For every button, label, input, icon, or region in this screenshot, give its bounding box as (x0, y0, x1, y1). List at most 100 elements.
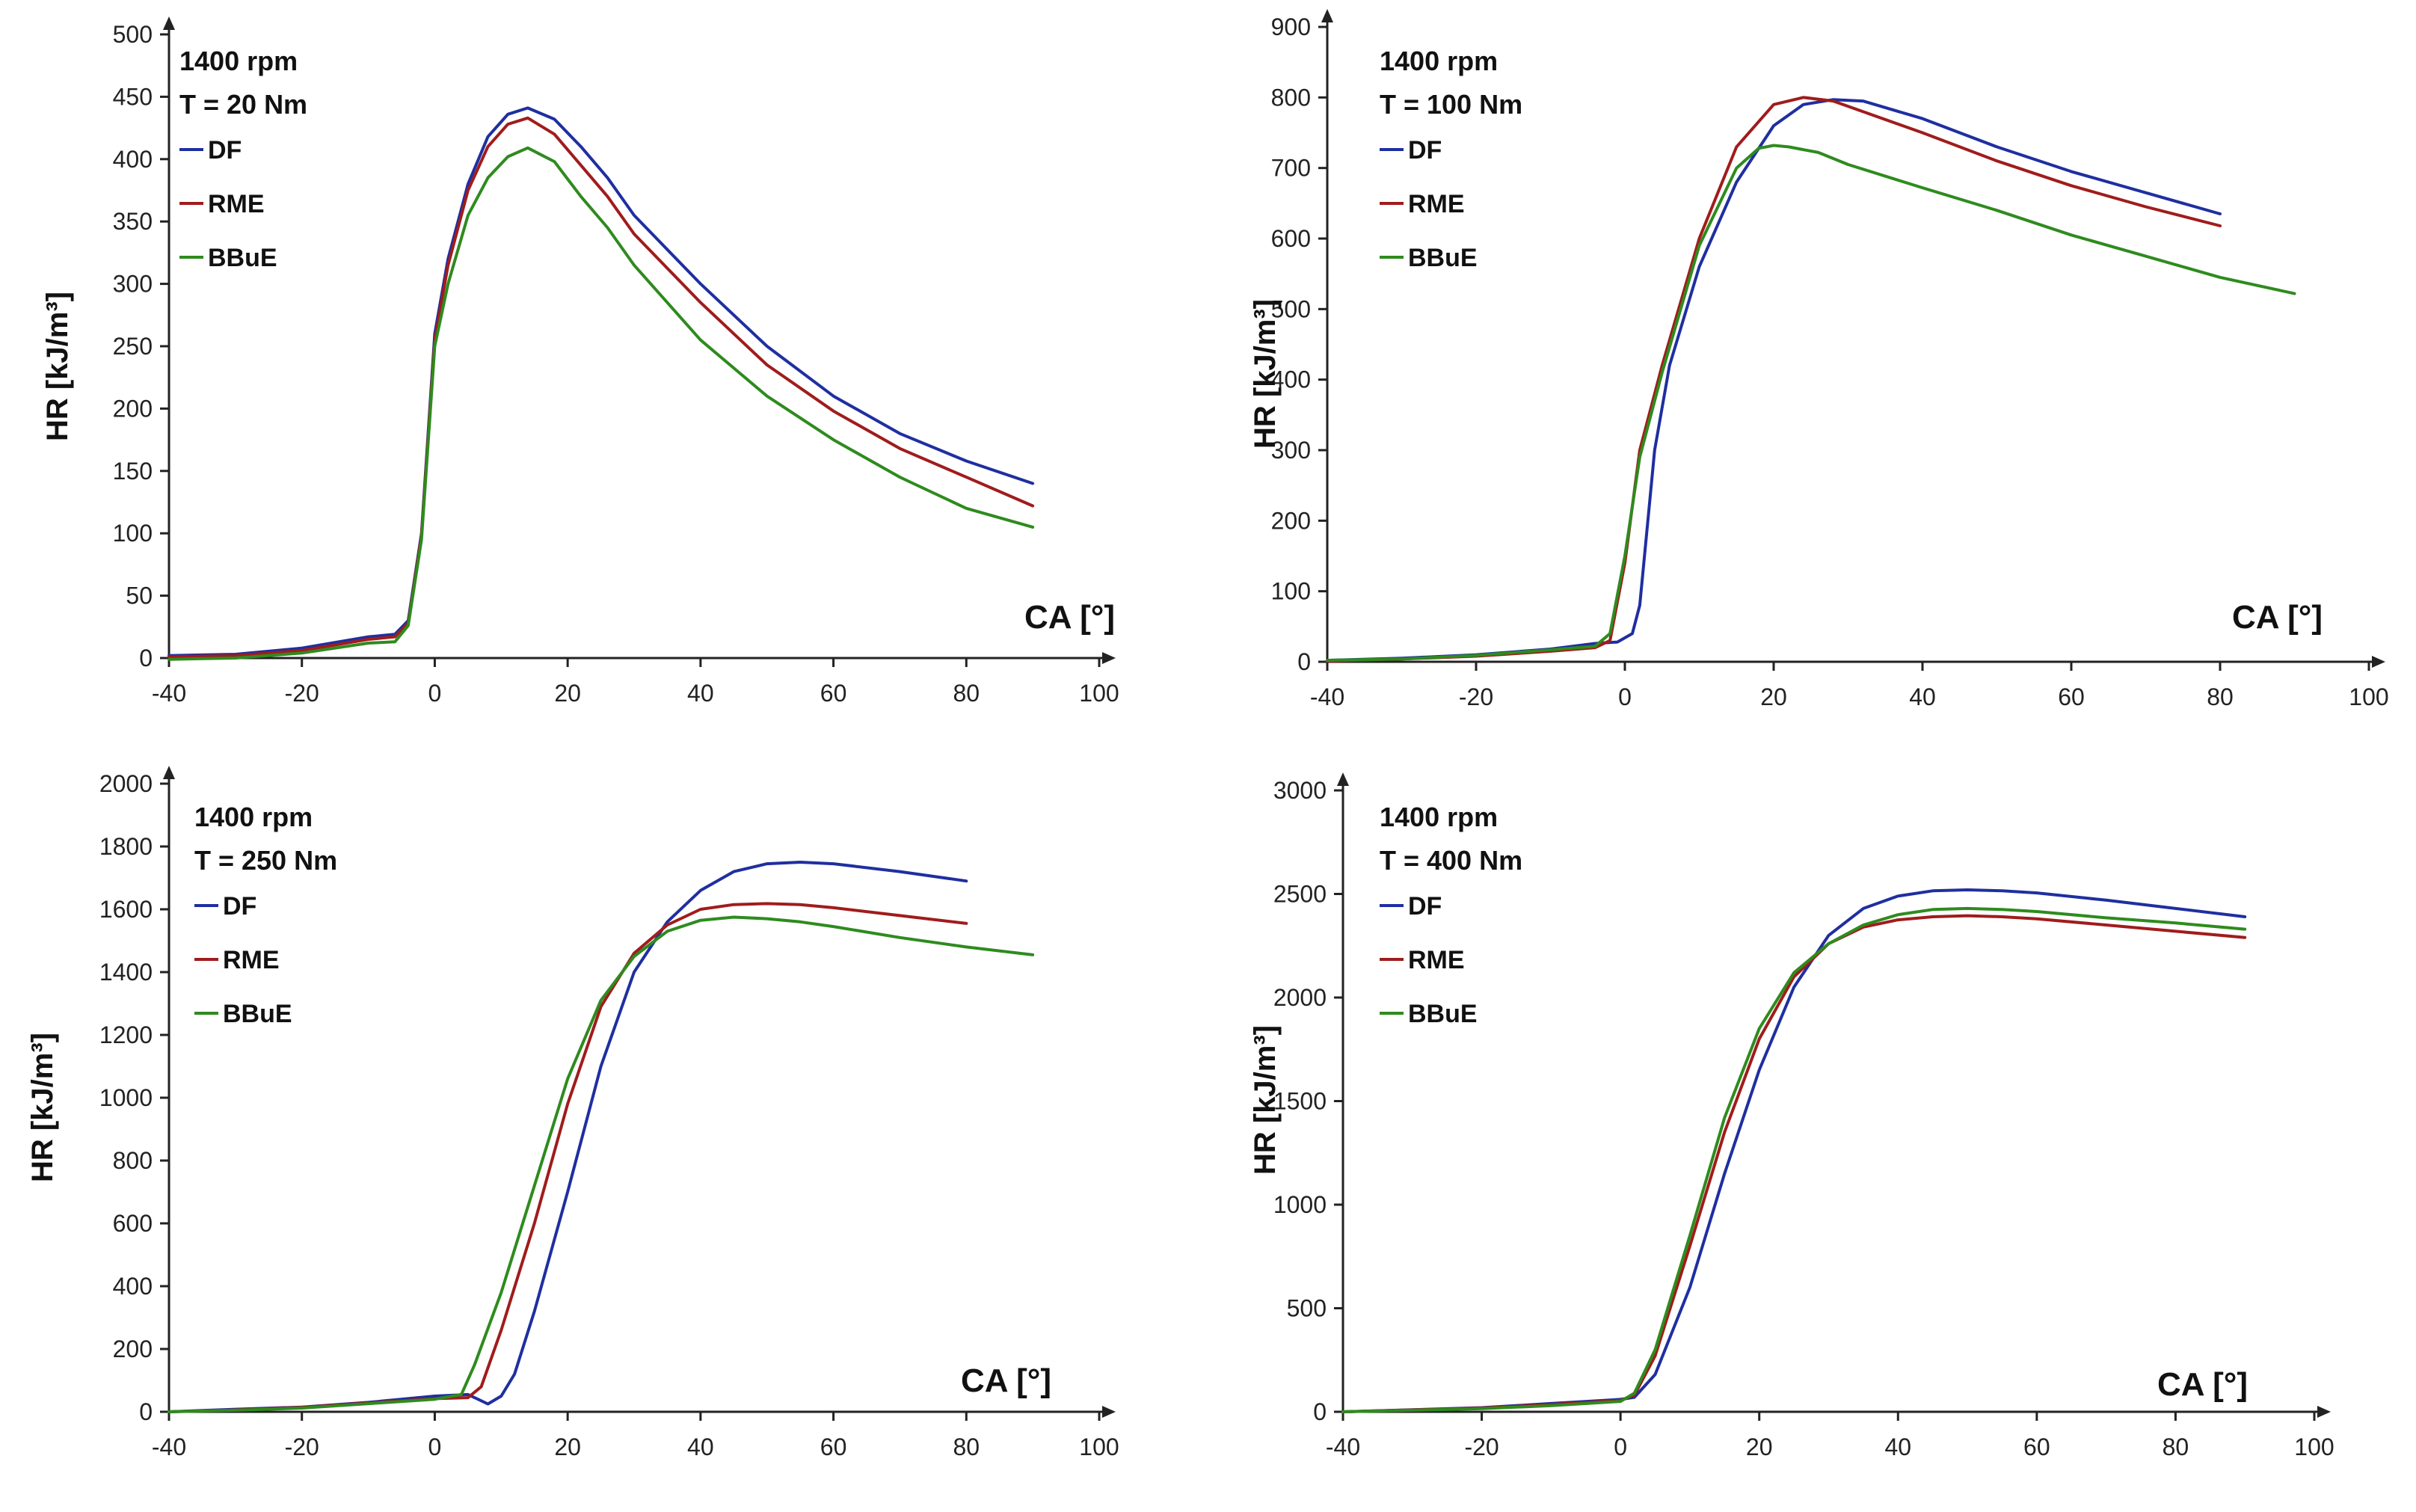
series-line-bbue (167, 915, 1035, 1413)
x-tick-label: 80 (953, 1433, 980, 1460)
x-tick-label: -20 (1464, 1433, 1499, 1460)
series-line-df (1326, 98, 2222, 663)
legend-label-rme: RME (208, 190, 265, 218)
y-tick-label: 500 (1287, 1295, 1327, 1322)
x-tick-label: 60 (2023, 1433, 2050, 1460)
x-axis-arrow (1102, 1406, 1116, 1418)
y-tick-label: 3000 (1273, 777, 1327, 804)
speed-annotation: 1400 rpm (1380, 46, 1498, 76)
y-tick-label: 0 (1297, 648, 1311, 675)
y-tick-label: 200 (1271, 507, 1311, 534)
x-axis-arrow (1102, 652, 1116, 664)
x-tick-label: 40 (687, 1433, 714, 1460)
y-tick-label: 200 (113, 1336, 153, 1362)
x-tick-label: 20 (554, 1433, 581, 1460)
y-tick-label: 2000 (1273, 984, 1327, 1011)
torque-annotation: T = 250 Nm (194, 845, 337, 876)
x-tick-label: 0 (1614, 1433, 1627, 1460)
y-tick-label: 250 (113, 333, 153, 360)
chart-panel-top-left: -40 -20 0 20 40 60 80 100 0 50 100 150 200 250 300 350 4… (0, 0, 1208, 756)
y-tick-label: 2500 (1273, 881, 1327, 908)
y-tick-label: 700 (1271, 155, 1311, 182)
y-tick-label: 1000 (99, 1084, 153, 1111)
legend-label-rme: RME (1408, 190, 1465, 218)
x-tick-label: -40 (1326, 1433, 1360, 1460)
chart-svg: -40 -20 0 20 40 60 80 100 0 50 100 150 200 250 300 350 4… (41, 16, 1119, 707)
x-tick-label: -20 (1459, 683, 1493, 710)
y-tick-label: 1800 (99, 833, 153, 860)
x-tick-label: 40 (687, 680, 714, 707)
legend-label-bbue: BBuE (223, 1000, 292, 1028)
legend-label-df: DF (1408, 136, 1442, 165)
x-tick-label: 80 (2207, 683, 2234, 710)
series-line-rme (167, 902, 968, 1413)
series-line-rme (167, 116, 1035, 659)
x-axis-label: CA [°] (1024, 599, 1115, 636)
x-tick-label: 20 (1746, 1433, 1773, 1460)
x-tick-label: 0 (428, 1433, 442, 1460)
x-tick-label: 100 (1079, 680, 1119, 707)
y-axis-arrow (1337, 772, 1349, 786)
legend-label-df: DF (1408, 892, 1442, 921)
x-tick-label: 40 (1909, 683, 1936, 710)
legend-label-bbue: BBuE (208, 244, 277, 272)
legend-label-df: DF (208, 136, 242, 165)
y-tick-label: 300 (1271, 437, 1311, 464)
series-line-bbue (1326, 144, 2296, 663)
series-line-rme (1326, 96, 2222, 663)
y-axis-arrow (1321, 9, 1333, 22)
x-axis-label: CA [°] (2232, 599, 2323, 636)
torque-annotation: T = 400 Nm (1380, 845, 1522, 876)
x-tick-label: -40 (152, 680, 186, 707)
y-tick-label: 900 (1271, 13, 1311, 40)
y-tick-label: 500 (1271, 295, 1311, 322)
x-tick-label: 100 (1079, 1433, 1119, 1460)
y-tick-label: 400 (113, 146, 153, 173)
y-tick-label: 800 (1271, 84, 1311, 111)
y-tick-label: 100 (113, 520, 153, 547)
x-tick-label: -40 (152, 1433, 186, 1460)
x-tick-label: 40 (1884, 1433, 1911, 1460)
y-tick-label: 200 (113, 395, 153, 422)
legend-label-df: DF (223, 892, 256, 921)
series-line-df (167, 861, 968, 1413)
x-tick-label: 80 (953, 680, 980, 707)
y-tick-label: 600 (113, 1210, 153, 1237)
x-tick-label: 100 (2294, 1433, 2334, 1460)
y-tick-label: 150 (113, 458, 153, 485)
series-line-bbue (167, 146, 1035, 661)
x-tick-label: 60 (820, 1433, 847, 1460)
legend-label-bbue: BBuE (1408, 244, 1478, 272)
x-tick-label: -40 (1310, 683, 1344, 710)
y-tick-label: 0 (1313, 1398, 1327, 1425)
x-axis-arrow (2372, 656, 2385, 668)
y-axis-arrow (163, 16, 175, 30)
chart-svg: -40 -20 0 20 40 60 80 100 0 100 200 300 400 500 600 700… (1249, 9, 2389, 710)
x-tick-label: -20 (285, 680, 319, 707)
y-tick-label: 450 (113, 83, 153, 110)
x-axis-label: CA [°] (961, 1362, 1051, 1399)
torque-annotation: T = 20 Nm (179, 89, 307, 120)
chart-panel-bottom-left: -40 -20 0 20 40 60 80 100 0 200 400 600 800 1000 1200 1… (0, 756, 1208, 1512)
speed-annotation: 1400 rpm (194, 802, 313, 832)
y-tick-label: 0 (139, 645, 153, 672)
y-tick-label: 1000 (1273, 1191, 1327, 1218)
x-tick-label: 80 (2163, 1433, 2189, 1460)
speed-annotation: 1400 rpm (1380, 802, 1498, 832)
x-tick-label: 60 (2058, 683, 2085, 710)
y-tick-label: 1500 (1273, 1088, 1327, 1115)
y-tick-label: 300 (113, 271, 153, 298)
x-tick-label: 20 (1760, 683, 1787, 710)
x-tick-label: 0 (1618, 683, 1632, 710)
series-line-df (1341, 888, 2247, 1413)
y-tick-label: 0 (139, 1398, 153, 1425)
torque-annotation: T = 100 Nm (1380, 89, 1522, 120)
y-tick-label: 600 (1271, 225, 1311, 252)
y-tick-label: 2000 (99, 770, 153, 797)
y-tick-label: 350 (113, 208, 153, 235)
series-line-bbue (1341, 906, 2247, 1413)
y-tick-label: 400 (113, 1273, 153, 1300)
y-tick-label: 800 (113, 1147, 153, 1174)
chart-svg: -40 -20 0 20 40 60 80 1000500100015002000250030… (1249, 772, 2334, 1460)
series-line-df (167, 106, 1035, 657)
